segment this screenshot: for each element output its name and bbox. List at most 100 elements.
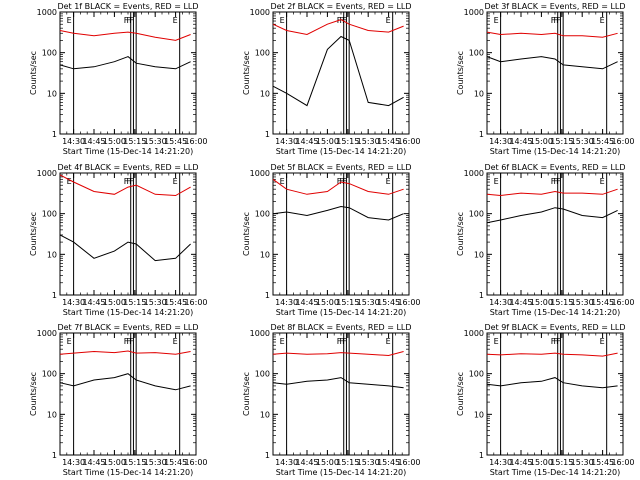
x-tick-label: 15:45 [377, 458, 400, 467]
x-tick-label: 15:15 [336, 298, 359, 307]
x-axis-label: Start Time (15-Dec-14 14:21:20) [490, 147, 621, 156]
x-tick-label: 15:00 [316, 137, 339, 146]
y-axis-label: Counts/sec [456, 372, 465, 416]
x-axis-label: Start Time (15-Dec-14 14:21:20) [63, 147, 194, 156]
event-marker-label: F [126, 337, 131, 346]
event-marker-label: E [494, 177, 499, 186]
event-marker-label: F [124, 16, 129, 25]
x-tick-label: 14:45 [82, 298, 105, 307]
chart-panel-7: Det 7f BLACK = Events, RED = LLD 1 10 100 10… [29, 323, 208, 477]
x-tick-label: 15:30 [571, 137, 594, 146]
event-marker-label: E [600, 177, 605, 186]
x-tick-label: 15:00 [103, 137, 126, 146]
plot-frame [486, 11, 624, 135]
x-tick-label: 15:15 [123, 458, 146, 467]
event-marker-label: F [556, 177, 561, 186]
event-marker-label: F [129, 337, 134, 346]
chart-panel-4: Det 4f BLACK = Events, RED = LLD 1 10 100 10… [29, 163, 208, 317]
x-tick-label: 14:45 [509, 298, 532, 307]
x-tick-label: 14:30 [489, 298, 512, 307]
x-tick-label: 15:00 [316, 298, 339, 307]
x-tick-label: 14:45 [509, 458, 532, 467]
x-tick-label: 15:45 [164, 458, 187, 467]
event-marker-label: F [342, 177, 347, 186]
x-axis-label: Start Time (15-Dec-14 14:21:20) [490, 308, 621, 317]
chart-title: Det 4f BLACK = Events, RED = LLD [57, 163, 198, 172]
series-line-lld [59, 174, 191, 197]
event-marker-label: E [494, 337, 499, 346]
x-tick-label: 14:45 [82, 458, 105, 467]
x-tick-label: 14:45 [82, 137, 105, 146]
x-tick-label: 15:30 [357, 298, 380, 307]
x-tick-label: 15:15 [123, 137, 146, 146]
x-tick-label: 15:15 [336, 458, 359, 467]
y-tick-label: 100 [469, 210, 484, 219]
chart-title: Det 2f BLACK = Events, RED = LLD [270, 2, 411, 11]
x-tick-label: 15:45 [164, 137, 187, 146]
x-tick-label: 14:30 [489, 458, 512, 467]
y-tick-label: 1 [52, 291, 57, 300]
plot-frame [59, 11, 197, 135]
x-axis-label: Start Time (15-Dec-14 14:21:20) [276, 308, 407, 317]
x-tick-label: 15:45 [164, 298, 187, 307]
x-axis-label: Start Time (15-Dec-14 14:21:20) [63, 468, 194, 477]
y-axis-label: Counts/sec [242, 212, 251, 256]
x-tick-label: 15:30 [357, 458, 380, 467]
x-tick-label: 15:45 [591, 298, 614, 307]
y-axis-label: Counts/sec [29, 212, 38, 256]
x-tick-label: 15:00 [530, 137, 553, 146]
y-axis-label: Counts/sec [242, 372, 251, 416]
x-tick-label: 16:00 [184, 298, 207, 307]
chart-title: Det 7f BLACK = Events, RED = LLD [57, 323, 198, 332]
event-marker-label: F [339, 177, 344, 186]
y-tick-label: 100 [469, 49, 484, 58]
y-tick-label: 10 [260, 410, 270, 419]
y-axis-label: Counts/sec [29, 51, 38, 95]
x-tick-label: 14:30 [62, 137, 85, 146]
x-tick-label: 15:45 [377, 137, 400, 146]
x-tick-label: 14:45 [295, 458, 318, 467]
event-marker-label: E [280, 177, 285, 186]
plot-frame [486, 332, 624, 456]
chart-title: Det 3f BLACK = Events, RED = LLD [484, 2, 625, 11]
event-marker-label: F [124, 177, 129, 186]
event-marker-label: F [551, 16, 556, 25]
y-tick-label: 10 [47, 250, 57, 259]
chart-title: Det 1f BLACK = Events, RED = LLD [57, 2, 198, 11]
x-tick-label: 15:15 [550, 298, 573, 307]
y-tick-label: 10 [47, 89, 57, 98]
chart-panel-5: Det 5f BLACK = Events, RED = LLD 1 10 100 10… [242, 163, 421, 317]
y-tick-label: 1000 [250, 329, 270, 338]
y-tick-label: 1000 [464, 329, 484, 338]
y-axis-label: Counts/sec [456, 51, 465, 95]
y-tick-label: 10 [474, 410, 484, 419]
event-marker-label: F [337, 177, 342, 186]
series-line-lld [486, 31, 618, 38]
y-tick-label: 1 [52, 451, 57, 460]
x-tick-label: 14:30 [275, 298, 298, 307]
x-tick-label: 15:15 [336, 137, 359, 146]
y-tick-label: 10 [47, 410, 57, 419]
y-tick-label: 1 [479, 291, 484, 300]
event-marker-label: F [337, 337, 342, 346]
y-tick-label: 1000 [464, 169, 484, 178]
event-marker-label: E [173, 16, 178, 25]
plot-frame [59, 172, 197, 296]
x-tick-label: 15:45 [591, 137, 614, 146]
x-tick-label: 15:30 [144, 458, 167, 467]
y-axis-label: Counts/sec [242, 51, 251, 95]
event-marker-label: F [553, 337, 558, 346]
event-marker-label: E [600, 16, 605, 25]
y-tick-label: 1000 [37, 8, 57, 17]
event-marker-label: E [600, 337, 605, 346]
x-tick-label: 16:00 [397, 298, 420, 307]
series-line-lld [272, 178, 404, 195]
x-tick-label: 14:30 [62, 458, 85, 467]
y-tick-label: 10 [260, 89, 270, 98]
x-tick-label: 16:00 [397, 458, 420, 467]
event-marker-label: E [494, 16, 499, 25]
event-marker-label: F [126, 16, 131, 25]
y-tick-label: 100 [42, 370, 57, 379]
x-axis-label: Start Time (15-Dec-14 14:21:20) [276, 468, 407, 477]
y-tick-label: 1 [265, 291, 270, 300]
